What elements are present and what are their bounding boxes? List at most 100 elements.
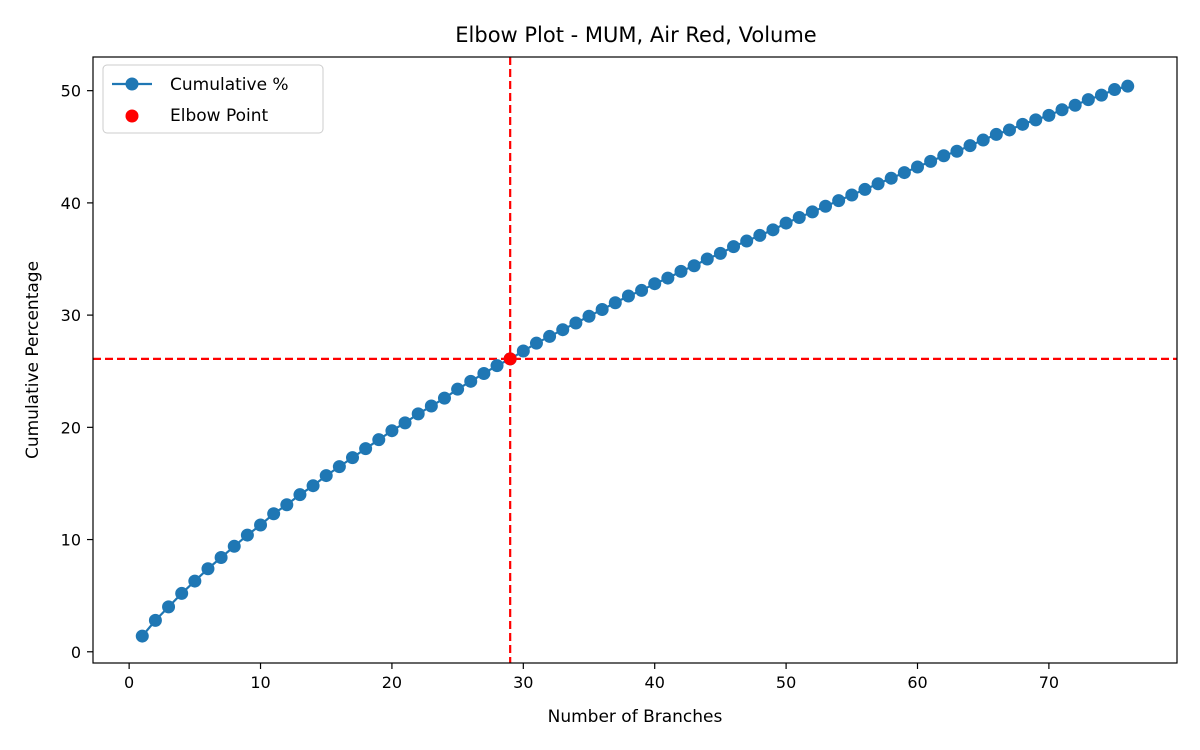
cumulative-point bbox=[1094, 88, 1108, 102]
cumulative-point bbox=[464, 374, 478, 388]
cumulative-point bbox=[937, 149, 951, 163]
cumulative-point bbox=[871, 177, 885, 191]
cumulative-point bbox=[740, 234, 754, 248]
elbow-point bbox=[503, 352, 517, 366]
cumulative-point bbox=[950, 144, 964, 158]
cumulative-point bbox=[884, 171, 898, 185]
cumulative-point bbox=[1068, 98, 1082, 112]
cumulative-point bbox=[516, 344, 530, 358]
cumulative-point bbox=[477, 366, 491, 380]
chart-title: Elbow Plot - MUM, Air Red, Volume bbox=[455, 23, 816, 47]
cumulative-point bbox=[1029, 113, 1043, 127]
cumulative-point bbox=[359, 442, 373, 456]
legend: Cumulative % Elbow Point bbox=[102, 64, 324, 134]
cumulative-point bbox=[385, 424, 399, 438]
cumulative-point bbox=[188, 574, 202, 588]
cumulative-point bbox=[687, 259, 701, 273]
cumulative-point bbox=[779, 216, 793, 230]
cumulative-point bbox=[1016, 117, 1030, 131]
x-tick-label: 10 bbox=[250, 673, 270, 692]
cumulative-point bbox=[858, 182, 872, 196]
legend-label-cumulative: Cumulative % bbox=[170, 75, 289, 95]
y-tick-label: 10 bbox=[61, 531, 81, 550]
cumulative-point bbox=[989, 127, 1003, 141]
legend-label-elbow: Elbow Point bbox=[170, 106, 269, 126]
x-tick-label: 70 bbox=[1039, 673, 1059, 692]
cumulative-point bbox=[254, 518, 268, 532]
cumulative-point bbox=[372, 433, 386, 447]
cumulative-point bbox=[1121, 79, 1135, 93]
x-tick-label: 20 bbox=[382, 673, 402, 692]
cumulative-point bbox=[319, 469, 333, 483]
cumulative-point bbox=[398, 416, 412, 430]
cumulative-point bbox=[753, 228, 767, 242]
cumulative-point bbox=[674, 264, 688, 278]
cumulative-point bbox=[621, 289, 635, 303]
cumulative-point bbox=[332, 460, 346, 474]
cumulative-point bbox=[175, 586, 189, 600]
cumulative-point bbox=[451, 382, 465, 396]
cumulative-point bbox=[437, 391, 451, 405]
x-tick-label: 50 bbox=[776, 673, 796, 692]
x-tick-label: 30 bbox=[513, 673, 533, 692]
cumulative-point bbox=[700, 252, 714, 266]
cumulative-point bbox=[766, 223, 780, 237]
cumulative-point bbox=[240, 528, 254, 542]
cumulative-point bbox=[924, 154, 938, 168]
cumulative-point bbox=[1081, 93, 1095, 107]
cumulative-point bbox=[1108, 83, 1122, 97]
cumulative-point bbox=[976, 133, 990, 147]
cumulative-series-points bbox=[135, 79, 1135, 643]
cumulative-point bbox=[1042, 108, 1056, 122]
y-tick-label: 50 bbox=[61, 82, 81, 101]
cumulative-point bbox=[227, 539, 241, 553]
elbow-point-group bbox=[503, 352, 517, 366]
cumulative-point bbox=[543, 329, 557, 343]
legend-marker-elbow bbox=[125, 109, 139, 123]
y-tick-label: 30 bbox=[61, 306, 81, 325]
cumulative-point bbox=[201, 562, 215, 576]
cumulative-point bbox=[267, 507, 281, 521]
y-axis-label: Cumulative Percentage bbox=[23, 261, 43, 459]
cumulative-point bbox=[661, 271, 675, 285]
y-axis-ticks: 0 10 20 30 40 50 bbox=[61, 82, 93, 662]
cumulative-point bbox=[280, 498, 294, 512]
y-tick-label: 0 bbox=[71, 643, 81, 662]
cumulative-point bbox=[897, 166, 911, 180]
cumulative-point bbox=[1055, 103, 1069, 117]
cumulative-series-line bbox=[141, 85, 1129, 637]
cumulative-point bbox=[635, 283, 649, 297]
cumulative-point bbox=[832, 194, 846, 208]
cumulative-point bbox=[490, 359, 504, 373]
y-tick-label: 20 bbox=[61, 418, 81, 437]
cumulative-point bbox=[792, 210, 806, 224]
cumulative-point bbox=[135, 629, 149, 643]
x-tick-label: 40 bbox=[645, 673, 665, 692]
cumulative-point bbox=[819, 199, 833, 213]
cumulative-point bbox=[648, 277, 662, 291]
legend-marker-cumulative bbox=[125, 77, 139, 91]
cumulative-point bbox=[963, 139, 977, 153]
x-axis-label: Number of Branches bbox=[548, 707, 723, 727]
cumulative-point bbox=[595, 303, 609, 316]
cumulative-point bbox=[214, 551, 228, 565]
cumulative-point bbox=[582, 309, 596, 323]
cumulative-point bbox=[910, 160, 924, 174]
cumulative-point bbox=[346, 451, 360, 465]
cumulative-point bbox=[556, 323, 570, 337]
plot-area bbox=[93, 57, 1177, 663]
cumulative-point bbox=[306, 479, 320, 493]
x-tick-label: 60 bbox=[907, 673, 927, 692]
cumulative-point bbox=[713, 246, 727, 260]
cumulative-point bbox=[608, 296, 622, 310]
cumulative-point bbox=[162, 600, 176, 614]
cumulative-point bbox=[727, 240, 741, 254]
cumulative-point bbox=[424, 399, 438, 413]
y-tick-label: 40 bbox=[61, 194, 81, 213]
cumulative-point bbox=[1002, 123, 1016, 137]
cumulative-point bbox=[569, 316, 583, 330]
cumulative-point bbox=[148, 613, 162, 627]
cumulative-point bbox=[529, 336, 543, 350]
cumulative-point bbox=[293, 488, 307, 502]
